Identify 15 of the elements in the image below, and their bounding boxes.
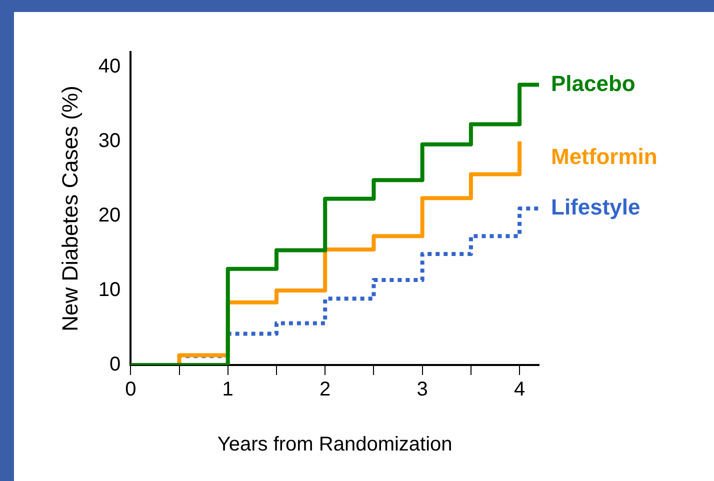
x-tick-label: 2 [320, 378, 331, 401]
y-tick-label: 40 [98, 55, 121, 78]
y-tick-label: 10 [98, 278, 121, 301]
x-tick-label: 3 [416, 378, 428, 401]
y-tick-label: 20 [98, 204, 121, 226]
y-tick-label: 30 [98, 130, 121, 152]
series-label: Metformin [551, 144, 658, 169]
y-axis-title: New Diabetes Cases (%) [57, 86, 82, 332]
y-tick-label: 0 [110, 354, 121, 376]
x-tick-label: 0 [125, 378, 136, 401]
x-tick-label: 4 [514, 378, 526, 401]
x-axis-title: Years from Randomization [217, 434, 452, 456]
x-tick-label: 1 [222, 378, 234, 401]
series-label: Placebo [551, 70, 636, 96]
series-label: Lifestyle [551, 194, 640, 220]
